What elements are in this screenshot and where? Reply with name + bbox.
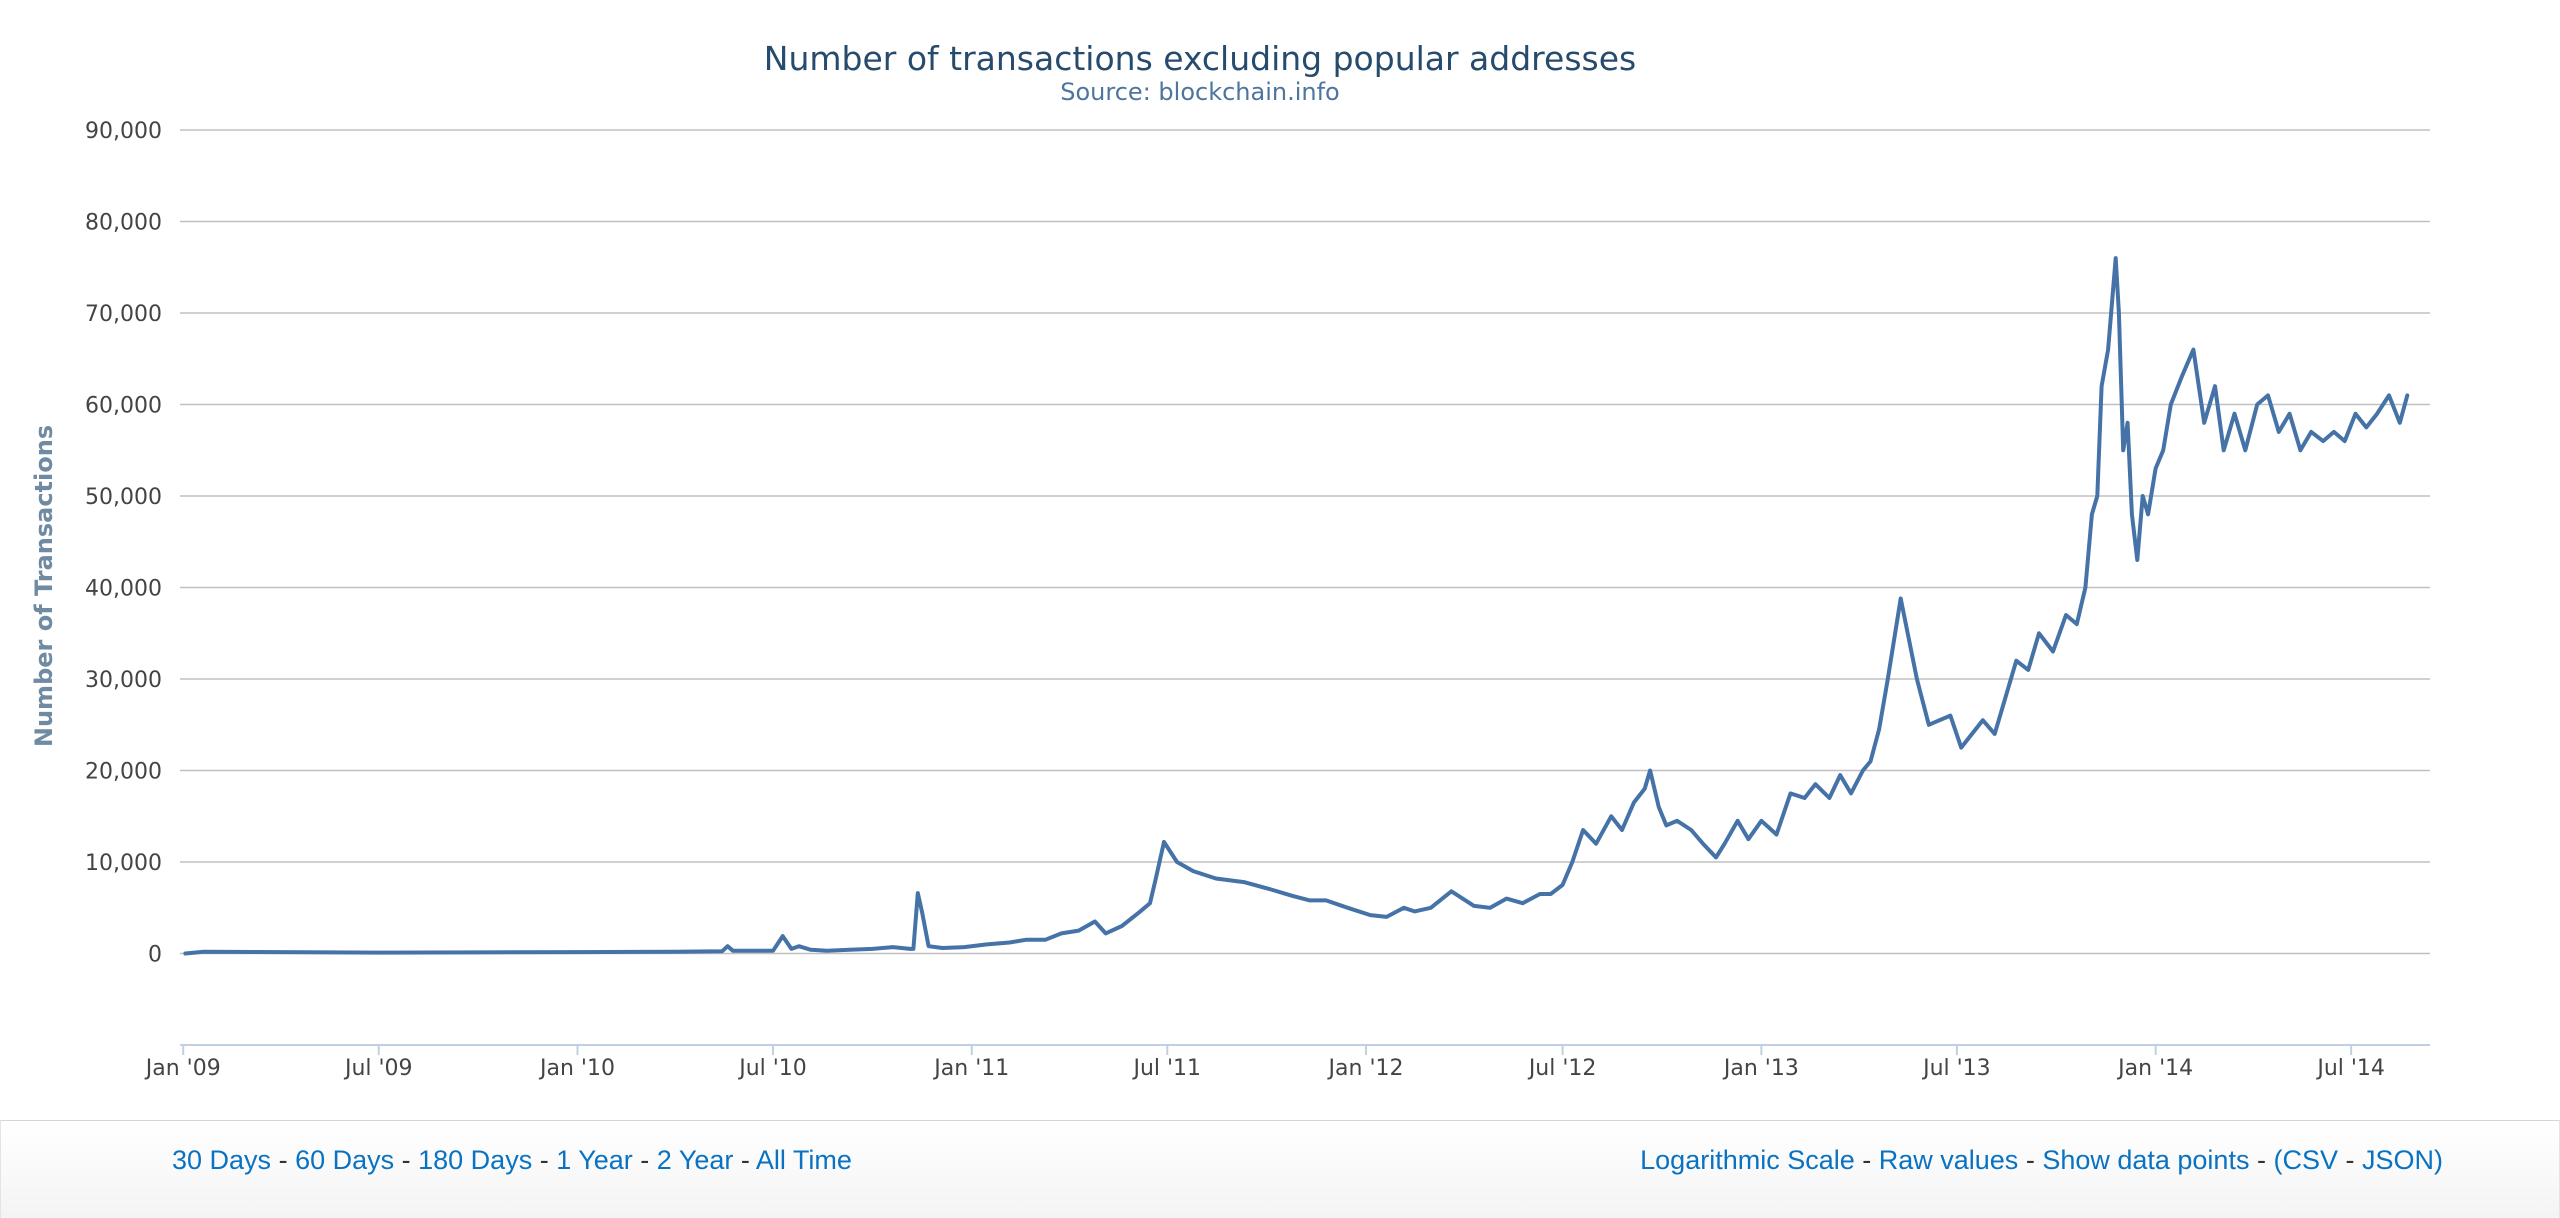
raw-values-link[interactable]: Raw values <box>1878 1145 2019 1175</box>
json-export-link[interactable]: JSON <box>2361 1145 2434 1175</box>
x-tick-label: Jan '13 <box>1722 1056 1799 1081</box>
y-tick-label: 60,000 <box>85 394 162 419</box>
separator: - <box>1854 1145 1879 1175</box>
y-tick-label: 90,000 <box>85 119 162 144</box>
separator: - <box>271 1145 296 1175</box>
x-tick-label: Jan '09 <box>144 1056 221 1081</box>
chart-area: Number of transactions excluding popular… <box>30 39 2430 1081</box>
separator: - <box>2337 1145 2362 1175</box>
y-tick-label: 50,000 <box>85 485 162 510</box>
chart-title: Number of transactions excluding popular… <box>764 39 1636 78</box>
x-tick-label: Jan '12 <box>1327 1056 1404 1081</box>
y-tick-label: 70,000 <box>85 302 162 327</box>
logarithmic-scale-link[interactable]: Logarithmic Scale <box>1640 1145 1855 1175</box>
range-30-days-link[interactable]: 30 Days <box>172 1145 272 1175</box>
chart-controls-bar: 30 Days - 60 Days - 180 Days - 1 Year - … <box>0 1120 2560 1218</box>
y-tick-label: 20,000 <box>85 760 162 785</box>
x-tick-label: Jul '11 <box>1131 1056 1201 1081</box>
separator: - <box>394 1145 419 1175</box>
x-tick-label: Jul '10 <box>737 1056 807 1081</box>
x-tick-label: Jul '09 <box>343 1056 413 1081</box>
range-1-year-link[interactable]: 1 Year <box>556 1145 633 1175</box>
y-tick-label: 0 <box>148 943 162 968</box>
range-2-year-link[interactable]: 2 Year <box>656 1145 734 1175</box>
x-tick-label: Jan '10 <box>538 1056 615 1081</box>
separator: - <box>532 1145 557 1175</box>
range-180-days-link[interactable]: 180 Days <box>418 1145 533 1175</box>
show-data-points-link[interactable]: Show data points <box>2042 1145 2250 1175</box>
separator: - <box>2018 1145 2043 1175</box>
y-tick-label: 30,000 <box>85 668 162 693</box>
csv-export-link[interactable]: CSV <box>2282 1145 2338 1175</box>
export-open-paren: ( <box>2273 1145 2283 1175</box>
series-line <box>183 256 2410 956</box>
time-range-links: 30 Days - 60 Days - 180 Days - 1 Year - … <box>172 1145 852 1176</box>
y-axis-label: Number of Transactions <box>30 425 58 747</box>
y-tick-label: 80,000 <box>85 211 162 236</box>
range-all-time-link[interactable]: All Time <box>755 1145 852 1175</box>
line-chart: Number of transactions excluding popular… <box>30 39 2430 1081</box>
export-close-paren: ) <box>2434 1145 2443 1175</box>
separator: - <box>632 1145 657 1175</box>
separator: - <box>733 1145 756 1175</box>
x-tick-label: Jul '14 <box>2315 1056 2385 1081</box>
x-tick-label: Jan '11 <box>932 1056 1009 1081</box>
x-axis-ticks: Jan '09 Jul '09 Jan '10 Jul '10 Jan '11 Jul '… <box>144 1045 2385 1081</box>
x-tick-label: Jul '13 <box>1921 1056 1991 1081</box>
separator: - <box>2249 1145 2274 1175</box>
x-tick-label: Jan '14 <box>2116 1056 2193 1081</box>
display-option-links: Logarithmic Scale - Raw values - Show da… <box>1640 1145 2443 1176</box>
y-tick-label: 10,000 <box>85 851 162 876</box>
range-60-days-link[interactable]: 60 Days <box>295 1145 395 1175</box>
gridlines <box>180 129 2430 1046</box>
y-axis-ticks: 0 10,000 20,000 30,000 40,000 50,000 60,000 70,… <box>85 119 162 968</box>
series-layer <box>183 256 2410 956</box>
y-tick-label: 40,000 <box>85 577 162 602</box>
x-tick-label: Jul '12 <box>1527 1056 1597 1081</box>
chart-subtitle: Source: blockchain.info <box>1060 78 1339 106</box>
